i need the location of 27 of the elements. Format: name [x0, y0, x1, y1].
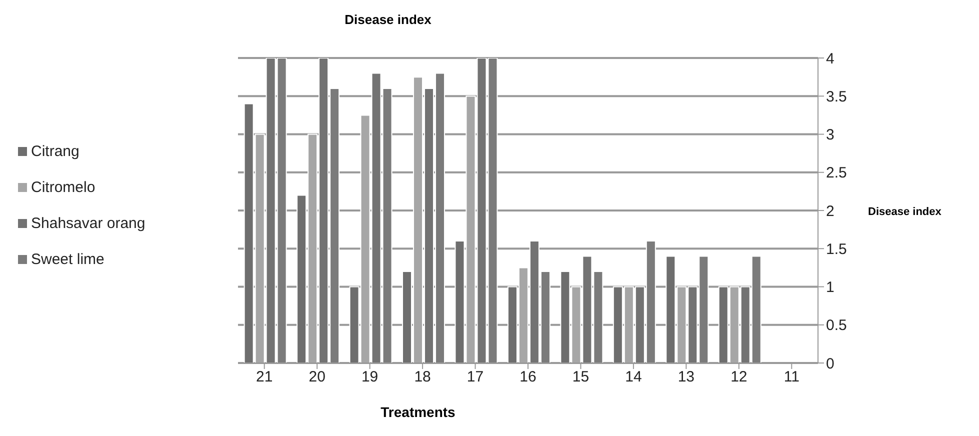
x-tick-label: 15 [572, 368, 590, 386]
x-tick-label: 16 [520, 368, 536, 386]
legend-label: Citrang [31, 142, 80, 160]
x-tick-label: 21 [256, 368, 273, 386]
y-tick-label: 1.5 [826, 240, 847, 258]
x-tick-label: 12 [730, 368, 748, 386]
y-tick-label: 1 [826, 279, 834, 296]
y-axis-title: Disease index [868, 206, 942, 218]
legend-label: Sweet lime [31, 250, 104, 268]
y-tick-label: 2.5 [826, 164, 847, 182]
x-axis-title: Treatments [380, 404, 456, 420]
y-tick-label: 2 [826, 202, 834, 220]
y-tick-label: 4 [826, 50, 834, 68]
y-tick-label: 0 [826, 355, 834, 372]
x-tick-label: 18 [414, 368, 431, 386]
y-tick-label: 0.5 [826, 317, 847, 334]
y-tick-label: 3 [826, 126, 834, 144]
y-tick-label: 3.5 [826, 88, 847, 106]
x-tick-label: 13 [678, 368, 695, 386]
x-tick-label: 17 [466, 368, 484, 386]
x-tick-label: 19 [361, 368, 378, 386]
x-tick-label: 20 [308, 368, 326, 386]
x-tick-label: 11 [784, 368, 800, 386]
x-tick-label: 14 [625, 368, 642, 386]
legend-label: Shahsavar orang [31, 214, 146, 232]
legend-label: Citromelo [31, 178, 96, 196]
chart-title: Disease index [344, 12, 432, 27]
